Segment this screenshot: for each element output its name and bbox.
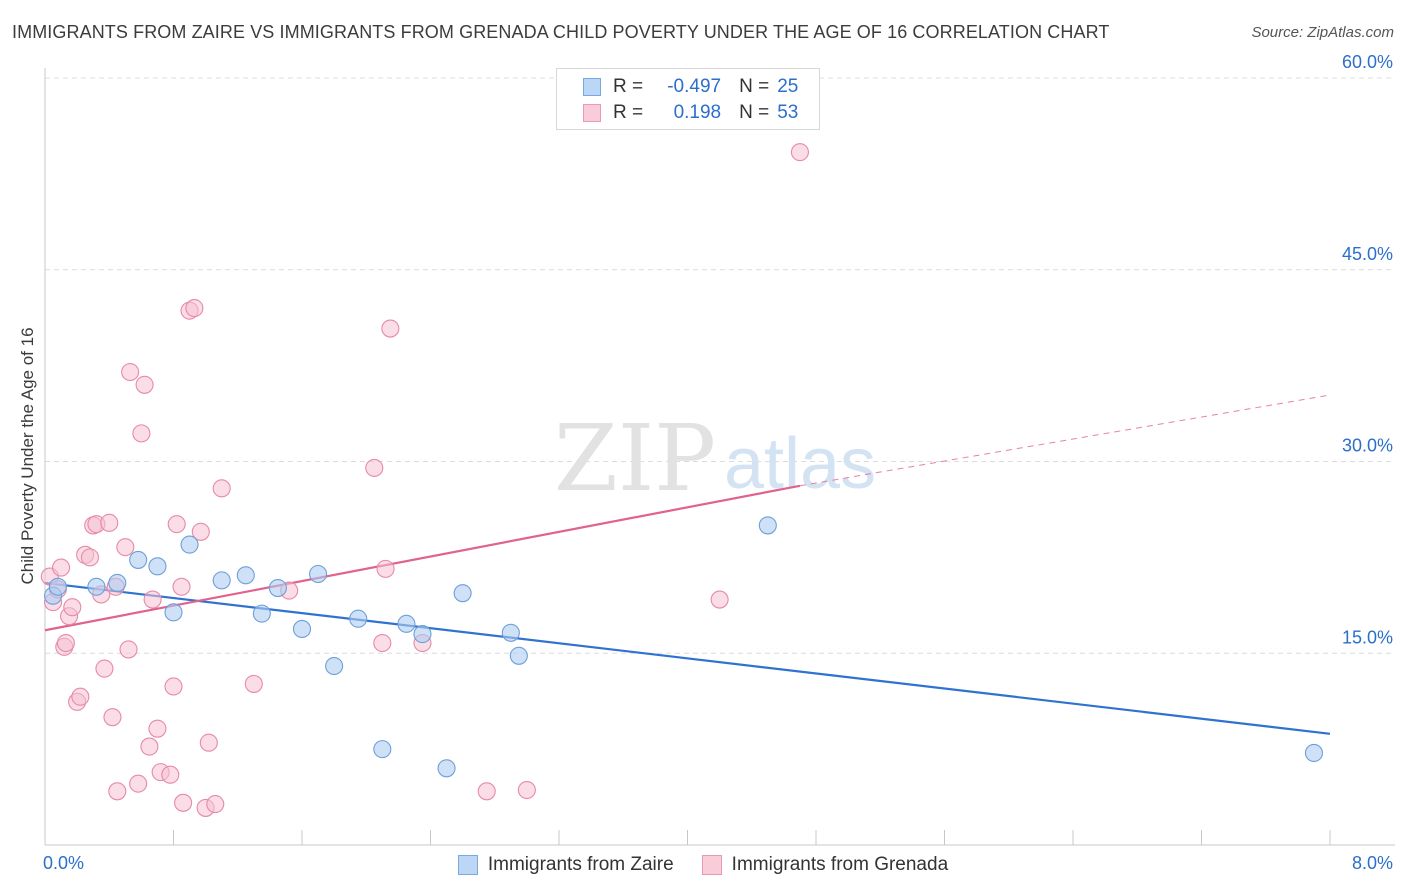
data-point-grenada — [477, 782, 496, 801]
legend-swatch-grenada — [583, 104, 601, 122]
data-point-grenada — [172, 577, 191, 596]
data-point-grenada — [119, 640, 138, 659]
data-point-grenada — [244, 674, 263, 693]
data-point-grenada — [80, 548, 100, 567]
data-point-zaire — [309, 564, 328, 584]
data-point-zaire — [1304, 743, 1323, 763]
series-legend-zaire: Immigrants from Zaire — [457, 854, 674, 876]
data-point-zaire — [413, 625, 432, 644]
data-point-zaire — [252, 604, 271, 623]
data-point-grenada — [148, 719, 167, 738]
data-point-grenada — [71, 687, 90, 706]
legend-r-label: R = — [613, 76, 644, 97]
data-point-grenada — [710, 590, 729, 609]
stats-legend: R = -0.497 N = 25 R = 0.198 N = 53 — [556, 68, 820, 130]
data-point-grenada — [63, 598, 82, 617]
series-legend-grenada: Immigrants from Grenada — [701, 854, 949, 876]
data-point-grenada — [140, 737, 159, 756]
legend-row-grenada: R = 0.198 N = 53 — [583, 100, 798, 126]
watermark-zip: ZIP — [554, 405, 716, 512]
data-point-grenada — [185, 299, 204, 318]
series-swatch-grenada — [701, 855, 722, 875]
y-axis-label: Child Poverty Under the Age of 16 — [18, 327, 37, 584]
y-tick-label: 60.0% — [1342, 52, 1393, 72]
data-point-grenada — [199, 733, 218, 752]
data-point-zaire — [397, 614, 416, 633]
trend-line-grenada-extension — [799, 394, 1331, 487]
data-point-grenada — [517, 780, 536, 800]
series-swatch-zaire — [457, 855, 478, 875]
data-point-grenada — [365, 458, 384, 477]
data-point-zaire — [758, 516, 777, 535]
data-point-grenada — [212, 479, 231, 498]
x-tick-label-max: 8.0% — [1352, 853, 1393, 873]
series-label-grenada: Immigrants from Grenada — [731, 854, 949, 875]
data-point-zaire — [48, 577, 67, 596]
y-tick-label: 45.0% — [1342, 244, 1393, 264]
data-point-zaire — [437, 759, 456, 778]
data-point-grenada — [100, 513, 119, 532]
data-point-grenada — [373, 633, 392, 653]
legend-swatch-zaire — [583, 78, 601, 96]
legend-row-zaire: R = -0.497 N = 25 — [583, 74, 798, 100]
data-point-zaire — [349, 609, 368, 628]
trend-line-zaire — [44, 581, 1331, 735]
data-point-grenada — [790, 143, 809, 162]
axes — [44, 68, 1395, 846]
data-point-grenada — [95, 659, 114, 678]
data-point-zaire — [509, 646, 528, 665]
data-point-zaire — [501, 623, 520, 642]
data-point-grenada — [135, 375, 154, 394]
data-point-grenada — [376, 559, 395, 578]
data-point-zaire — [180, 535, 199, 554]
legend-n-label: N = — [739, 76, 770, 97]
source-label: Source: ZipAtlas.com — [1251, 24, 1394, 41]
series-label-zaire: Immigrants from Zaire — [487, 854, 674, 875]
data-point-grenada — [161, 765, 180, 784]
data-point-zaire — [373, 740, 392, 759]
legend-r-label: R = — [613, 102, 644, 123]
series-legend: Immigrants from Zaire Immigrants from Gr… — [0, 852, 1406, 878]
y-tick-label: 15.0% — [1342, 627, 1393, 647]
data-point-grenada — [143, 590, 162, 609]
data-point-grenada — [129, 774, 148, 793]
data-point-grenada — [191, 522, 210, 541]
watermark-atlas: atlas — [724, 424, 876, 504]
data-point-zaire — [164, 603, 183, 622]
data-point-grenada — [103, 708, 122, 727]
data-point-zaire — [325, 656, 344, 676]
data-point-zaire — [453, 584, 472, 603]
data-point-grenada — [174, 793, 193, 812]
legend-n-value: 25 — [777, 76, 799, 97]
legend-r-value: -0.497 — [667, 76, 722, 97]
data-points — [40, 143, 1323, 817]
data-point-grenada — [132, 424, 151, 443]
data-point-zaire — [236, 566, 255, 585]
data-point-grenada — [52, 558, 71, 577]
data-point-zaire — [148, 557, 167, 576]
x-tick-label-min: 0.0% — [43, 853, 84, 873]
legend-n-label: N = — [739, 102, 770, 123]
data-point-grenada — [164, 677, 183, 696]
data-point-grenada — [56, 633, 75, 653]
data-point-zaire — [87, 577, 106, 596]
data-point-zaire — [268, 579, 287, 598]
data-point-zaire — [129, 550, 148, 569]
data-point-grenada — [381, 319, 400, 338]
data-point-grenada — [116, 538, 135, 557]
legend-n-value: 53 — [777, 102, 799, 123]
tick-labels: 15.0% 30.0% 45.0% 60.0% 0.0% 8.0% — [43, 52, 1393, 873]
data-point-grenada — [206, 795, 225, 814]
data-point-zaire — [292, 619, 312, 639]
legend-r-value: 0.198 — [673, 102, 722, 123]
data-point-grenada — [167, 515, 186, 534]
data-point-zaire — [108, 573, 127, 592]
chart-title: IMMIGRANTS FROM ZAIRE VS IMMIGRANTS FROM… — [12, 22, 1110, 42]
y-tick-label: 30.0% — [1342, 436, 1393, 456]
data-point-zaire — [212, 571, 231, 590]
data-point-grenada — [121, 362, 140, 382]
data-point-grenada — [108, 782, 127, 801]
